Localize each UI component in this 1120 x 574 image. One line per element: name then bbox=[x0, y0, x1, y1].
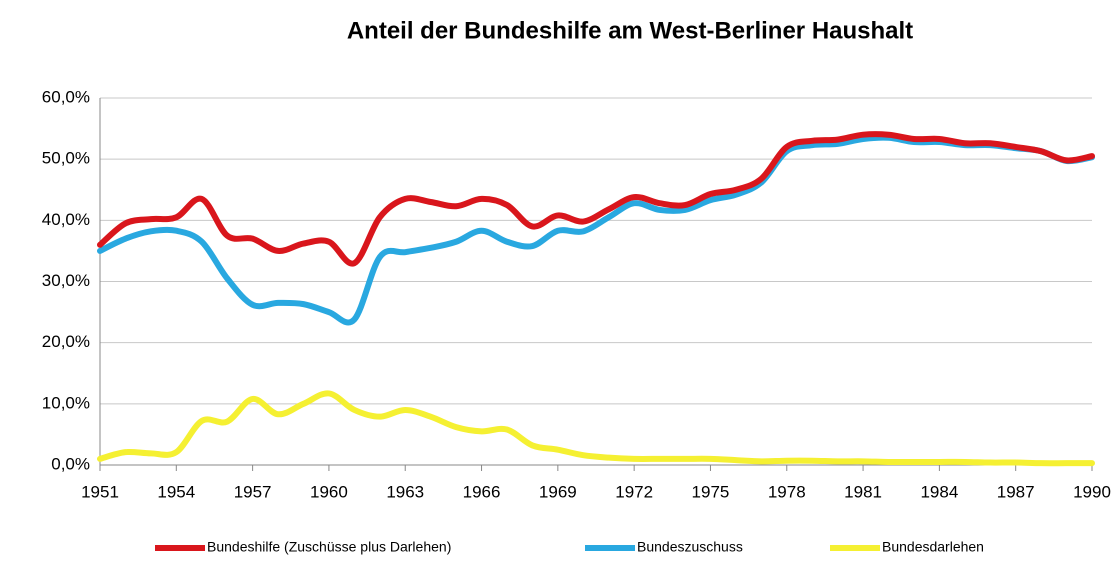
x-tick-label: 1975 bbox=[692, 482, 730, 501]
x-tick-label: 1951 bbox=[81, 482, 119, 501]
line-series bbox=[97, 134, 1095, 326]
x-tick-label: 1966 bbox=[463, 482, 501, 501]
y-tick-label: 30,0% bbox=[42, 271, 90, 290]
chart-title: Anteil der Bundeshilfe am West-Berliner … bbox=[347, 17, 913, 44]
x-tick-label: 1957 bbox=[234, 482, 272, 501]
y-tick-label: 10,0% bbox=[42, 393, 90, 412]
y-tick-label: 0,0% bbox=[51, 454, 90, 473]
x-tick-label: 1969 bbox=[539, 482, 577, 501]
x-tick-label: 1954 bbox=[157, 482, 195, 501]
x-tick-label: 1984 bbox=[920, 482, 958, 501]
legend-label: Bundeshilfe (Zuschüsse plus Darlehen) bbox=[207, 539, 451, 555]
y-tick-label: 20,0% bbox=[42, 332, 90, 351]
x-tick-label: 1981 bbox=[844, 482, 882, 501]
legend-label: Bundesdarlehen bbox=[882, 539, 984, 555]
x-tick-label: 1987 bbox=[997, 482, 1035, 501]
y-tick-label: 50,0% bbox=[42, 149, 90, 168]
x-tick-label: 1960 bbox=[310, 482, 348, 501]
legend-label: Bundeszuschuss bbox=[637, 539, 743, 555]
x-tick-label: 1978 bbox=[768, 482, 806, 501]
y-tick-label: 60,0% bbox=[42, 87, 90, 106]
line-series bbox=[97, 131, 1095, 267]
x-tick-label: 1990 bbox=[1073, 482, 1111, 501]
line-series bbox=[97, 390, 1095, 467]
y-tick-label: 40,0% bbox=[42, 210, 90, 229]
x-tick-label: 1963 bbox=[386, 482, 424, 501]
x-tick-label: 1972 bbox=[615, 482, 653, 501]
